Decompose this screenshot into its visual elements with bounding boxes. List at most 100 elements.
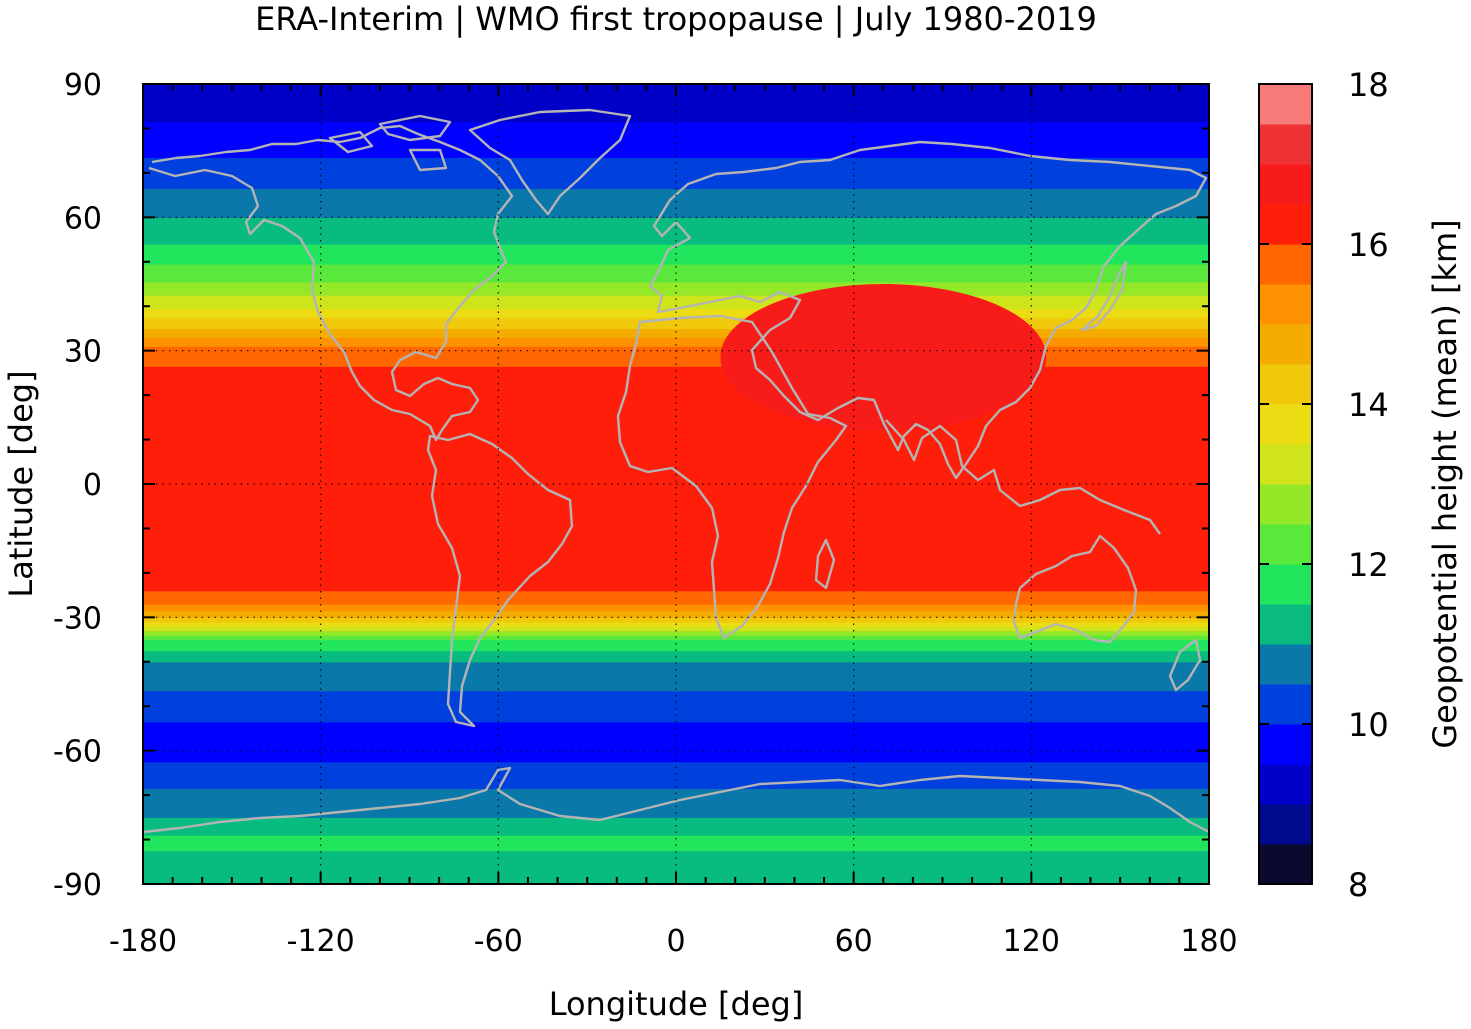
- zonal-band: [143, 352, 1209, 356]
- zonal-band: [143, 386, 1209, 390]
- zonal-band: [143, 459, 1209, 463]
- zonal-band: [143, 321, 1209, 325]
- zonal-band: [143, 677, 1209, 681]
- colorbar-segment: [1259, 764, 1312, 805]
- zonal-band: [143, 697, 1209, 701]
- zonal-band: [143, 826, 1209, 830]
- colorbar-segment: [1259, 644, 1312, 685]
- coastline-japan: [1080, 260, 1128, 332]
- zonal-band: [143, 461, 1209, 465]
- zonal-band: [143, 524, 1209, 527]
- zonal-band: [143, 508, 1209, 512]
- zonal-band: [143, 288, 1209, 292]
- zonal-band: [143, 248, 1209, 252]
- colorbar: [1259, 84, 1312, 885]
- zonal-band: [143, 197, 1209, 201]
- colorbar-segment: [1259, 684, 1312, 725]
- coastline-arctic-islands: [328, 114, 452, 172]
- zonal-band: [143, 735, 1209, 738]
- zonal-band: [143, 172, 1209, 176]
- zonal-band: [143, 339, 1209, 343]
- colorbar-segment: [1259, 604, 1312, 645]
- zonal-band: [143, 804, 1209, 807]
- zonal-band: [143, 848, 1209, 852]
- zonal-band: [143, 595, 1209, 598]
- axis-ticks: [142, 83, 1210, 885]
- zonal-band: [143, 175, 1209, 178]
- colorbar-segment: [1259, 364, 1312, 405]
- zonal-band: [143, 275, 1209, 278]
- zonal-band: [143, 335, 1209, 338]
- colorbar-segment: [1259, 284, 1312, 325]
- zonal-band: [143, 204, 1209, 207]
- coastline-south-america: [426, 432, 574, 728]
- colorbar-ticks: [1259, 83, 1312, 885]
- zonal-band: [143, 410, 1209, 414]
- zonal-band: [143, 619, 1209, 623]
- x-tick-label: 0: [666, 924, 685, 959]
- zonal-band: [143, 475, 1209, 478]
- zonal-band: [143, 695, 1209, 698]
- zonal-band: [143, 528, 1209, 532]
- zonal-band: [143, 541, 1209, 545]
- y-tick-label: 0: [83, 468, 102, 503]
- zonal-band: [143, 788, 1209, 792]
- y-tick-label: 60: [64, 201, 102, 236]
- colorbar-tick-label: 12: [1348, 546, 1389, 584]
- zonal-band: [143, 737, 1209, 741]
- zonal-band: [143, 201, 1209, 205]
- zonal-band: [143, 659, 1209, 663]
- zonal-band: [143, 768, 1209, 772]
- zonal-band: [143, 748, 1209, 752]
- zonal-band: [143, 292, 1209, 296]
- x-tick-label: 60: [835, 924, 873, 959]
- zonal-band: [143, 846, 1209, 850]
- zonal-band: [143, 708, 1209, 712]
- zonal-band: [143, 312, 1209, 316]
- zonal-band: [143, 188, 1209, 192]
- zonal-band: [143, 152, 1209, 156]
- zonal-band: [143, 866, 1209, 870]
- zonal-band: [143, 628, 1209, 632]
- zonal-band: [143, 792, 1209, 796]
- zonal-band: [143, 764, 1209, 767]
- zonal-band: [143, 552, 1209, 556]
- zonal-band: [143, 319, 1209, 323]
- colorbar-segment: [1259, 524, 1312, 565]
- zonal-band: [143, 255, 1209, 258]
- zonal-band: [143, 264, 1209, 267]
- zonal-band: [143, 457, 1209, 461]
- zonal-band: [143, 701, 1209, 705]
- zonal-band: [143, 706, 1209, 710]
- zonal-band: [143, 639, 1209, 643]
- colorbar-segment: [1259, 804, 1312, 845]
- zonal-band: [143, 835, 1209, 838]
- colorbar-segment: [1259, 844, 1312, 885]
- zonal-band: [143, 786, 1209, 790]
- zonal-band: [143, 326, 1209, 330]
- zonal-band: [143, 652, 1209, 656]
- zonal-band: [143, 719, 1209, 723]
- zonal-band: [143, 237, 1209, 241]
- zonal-band: [143, 644, 1209, 647]
- zonal-band: [143, 299, 1209, 303]
- x-tick-label: 120: [1003, 924, 1060, 959]
- zonal-band: [143, 426, 1209, 430]
- colorbar-tick-label: 10: [1348, 706, 1389, 744]
- zonal-band: [143, 510, 1209, 514]
- x-tick-labels: -180 -120 -60 0 60 120 180: [109, 924, 1238, 959]
- zonal-band: [143, 412, 1209, 416]
- zonal-band: [143, 797, 1209, 801]
- zonal-band: [143, 390, 1209, 394]
- zonal-band: [143, 544, 1209, 547]
- grid: [143, 84, 1209, 884]
- zonal-band: [143, 488, 1209, 492]
- zonal-band: [143, 452, 1209, 456]
- zonal-band: [143, 617, 1209, 621]
- zonal-band: [143, 712, 1209, 716]
- zonal-band: [143, 781, 1209, 785]
- zonal-band: [143, 355, 1209, 358]
- zonal-band: [143, 417, 1209, 421]
- zonal-band: [143, 250, 1209, 254]
- zonal-band: [143, 532, 1209, 536]
